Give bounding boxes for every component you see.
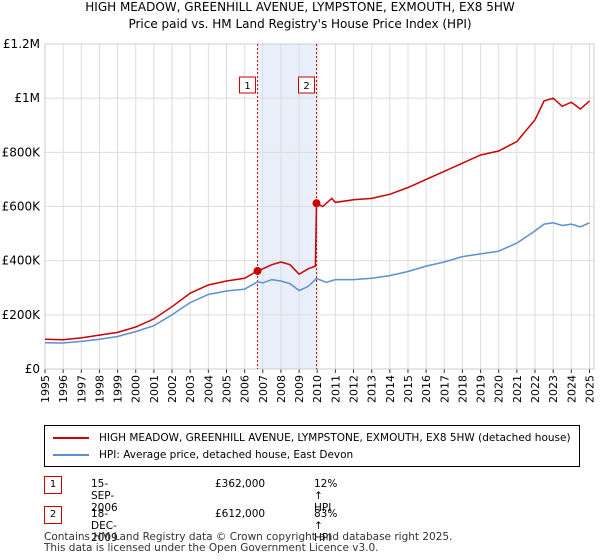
sale-hpi-change: 83% ↑ HPI: [314, 508, 338, 544]
legend-label-hpi: HPI: Average price, detached house, East…: [99, 449, 354, 461]
x-tick-label: 2025: [583, 375, 596, 403]
x-tick-label: 2014: [384, 375, 397, 403]
x-tick-label: 2023: [547, 375, 560, 403]
legend-item-property: HIGH MEADOW, GREENHILL AVENUE, LYMPSTONE…: [53, 430, 571, 446]
y-tick-label: £600K: [2, 200, 42, 214]
plot-border: [44, 43, 595, 370]
sale-point: [312, 199, 321, 208]
x-tick-label: 2004: [202, 375, 215, 403]
x-tick-label: 2016: [420, 375, 433, 403]
series-line-hpi: [44, 222, 590, 344]
x-tick-label: 2022: [529, 375, 542, 403]
sale-badge: 1: [44, 476, 62, 494]
footer-copyright: Contains HM Land Registry data © Crown c…: [44, 531, 453, 543]
x-tick-label: 2011: [329, 375, 342, 403]
sale-label-box: [298, 76, 316, 94]
x-tick-label: 2007: [257, 375, 270, 403]
x-tick-label: 1997: [75, 375, 88, 403]
x-tick-label: 2002: [166, 375, 179, 403]
sale-price: £362,000: [215, 478, 266, 490]
x-tick-label: 2019: [475, 375, 488, 403]
chart-subtitle: Price paid vs. HM Land Registry's House …: [128, 17, 472, 31]
legend: HIGH MEADOW, GREENHILL AVENUE, LYMPSTONE…: [44, 425, 580, 467]
sale-label-box: [239, 76, 257, 94]
y-tick-label: £400K: [2, 254, 42, 268]
x-tick-label: 2010: [311, 375, 324, 403]
x-tick-label: 1995: [39, 375, 52, 403]
chart-title: HIGH MEADOW, GREENHILL AVENUE, LYMPSTONE…: [85, 0, 515, 14]
sale-date: 18-DEC-2009: [91, 508, 118, 544]
x-tick-label: 2024: [565, 375, 578, 403]
y-tick-label: £800K: [2, 145, 42, 159]
price-chart: £0 £200K £400K £600K £800K £1M £1.2M 1995 1996 19…: [2, 37, 597, 403]
legend-item-hpi: HPI: Average price, detached house, East…: [53, 447, 353, 463]
y-tick-label: £200K: [2, 308, 42, 322]
sale-label: 2: [303, 81, 309, 92]
x-tick-label: 2009: [293, 375, 306, 403]
sale-label: 1: [244, 81, 250, 92]
sale-price: £612,000: [215, 508, 266, 520]
x-tick-label: 2001: [148, 375, 161, 403]
x-tick-label: 1999: [112, 375, 125, 403]
x-tick-label: 2000: [130, 375, 143, 403]
legend-label-property: HIGH MEADOW, GREENHILL AVENUE, LYMPSTONE…: [99, 432, 571, 444]
y-tick-label: £0: [25, 362, 40, 376]
x-tick-label: 2018: [456, 375, 469, 403]
legend-line-property: [53, 437, 89, 439]
legend-line-hpi: [53, 454, 89, 456]
x-tick-label: 1996: [57, 375, 70, 403]
footer: Contains HM Land Registry data © Crown c…: [44, 532, 452, 554]
footer-licence: This data is licensed under the Open Gov…: [44, 542, 379, 554]
x-tick-label: 2021: [511, 375, 524, 403]
y-tick-label: £1M: [14, 91, 40, 105]
x-tick-label: 2015: [402, 375, 415, 403]
x-tick-label: 2006: [239, 375, 252, 403]
x-tick-label: 2017: [438, 375, 451, 403]
sale-date: 15-SEP-2006: [91, 478, 118, 514]
x-tick-label: 2005: [220, 375, 233, 403]
x-tick-label: 2020: [493, 375, 506, 403]
x-tick-label: 2013: [366, 375, 379, 403]
x-tick-label: 2012: [348, 375, 361, 403]
y-tick-label: £1.2M: [3, 37, 40, 51]
x-tick-label: 2008: [275, 375, 288, 403]
sale-hpi-change: 12% ↑ HPI: [314, 478, 338, 514]
x-tick-label: 1998: [93, 375, 106, 403]
x-tick-label: 2003: [184, 375, 197, 403]
sale-badge: 2: [44, 506, 62, 524]
sale-point: [253, 266, 262, 275]
